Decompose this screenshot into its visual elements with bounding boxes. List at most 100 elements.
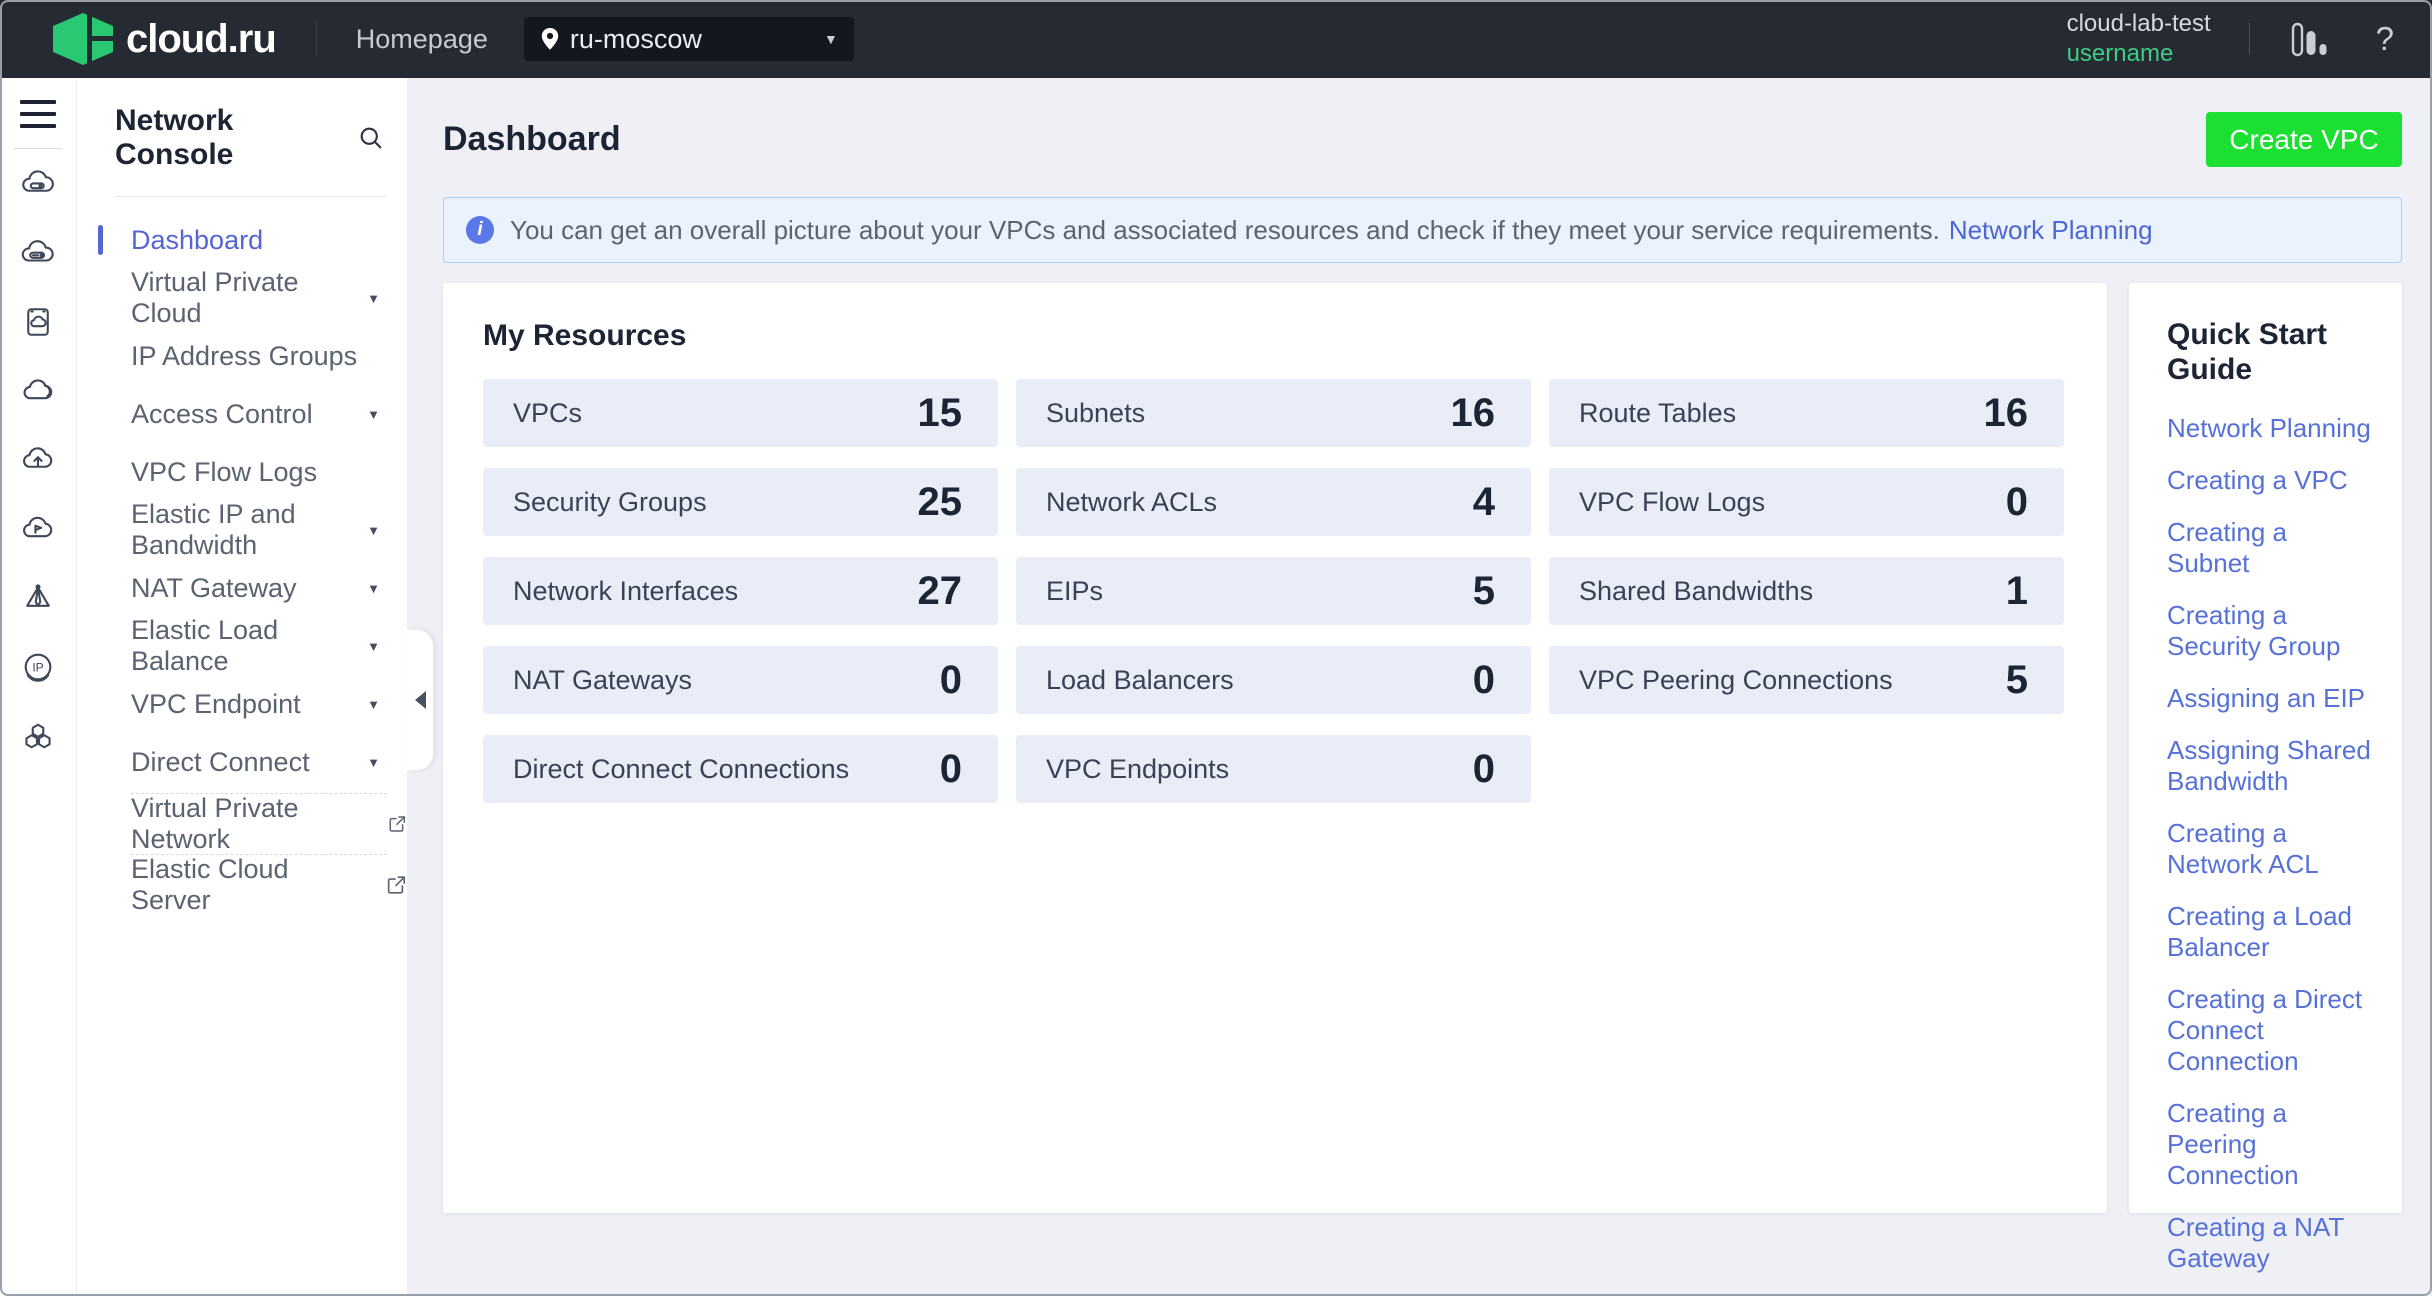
topbar-right: cloud-lab-test username ?: [2067, 9, 2394, 69]
tile-network-interfaces[interactable]: Network Interfaces 27: [483, 557, 998, 625]
chevron-down-icon: ▼: [367, 697, 380, 712]
sidebar-item-label: Elastic Load Balance: [131, 615, 367, 677]
storage-card-icon[interactable]: [18, 303, 58, 341]
search-icon[interactable]: [357, 124, 385, 152]
tile-network-acls[interactable]: Network ACLs 4: [1016, 468, 1531, 536]
tile-direct-connect-connections[interactable]: Direct Connect Connections 0: [483, 735, 998, 803]
bar-chart-icon: [2288, 18, 2330, 60]
link-creating-a-direct-connect-connection[interactable]: Creating a Direct Connect Connection: [2167, 984, 2374, 1077]
chevron-down-icon: ▼: [367, 755, 380, 770]
sidebar-item-dashboard[interactable]: Dashboard: [77, 211, 407, 269]
sidebar-item-vpc-endpoint[interactable]: VPC Endpoint ▼: [77, 675, 407, 733]
tile-route-tables[interactable]: Route Tables 16: [1549, 379, 2064, 447]
chevron-down-icon: ▼: [824, 31, 838, 47]
cloud-icon[interactable]: [18, 372, 58, 410]
chevron-down-icon: ▼: [367, 407, 380, 422]
tile-vpc-endpoints[interactable]: VPC Endpoints 0: [1016, 735, 1531, 803]
tile-load-balancers[interactable]: Load Balancers 0: [1016, 646, 1531, 714]
link-creating-a-load-balancer[interactable]: Creating a Load Balancer: [2167, 901, 2374, 963]
service-icon-rail: IP: [0, 78, 77, 1296]
tile-vpc-flow-logs[interactable]: VPC Flow Logs 0: [1549, 468, 2064, 536]
tile-vpc-peering-connections[interactable]: VPC Peering Connections 5: [1549, 646, 2064, 714]
cloudru-logo-icon[interactable]: [52, 13, 114, 65]
sidebar: Network Console Dashboard Virtual Privat…: [77, 78, 407, 1296]
tile-vpcs[interactable]: VPCs 15: [483, 379, 998, 447]
sidebar-item-label: VPC Flow Logs: [131, 457, 317, 488]
account-name: cloud-lab-test: [2067, 9, 2211, 39]
sidebar-item-label: Virtual Private Network: [131, 793, 377, 855]
ip-icon[interactable]: IP: [18, 648, 58, 686]
quick-start-title: Quick Start Guide: [2167, 317, 2374, 387]
sidebar-item-elastic-load-balance[interactable]: Elastic Load Balance ▼: [77, 617, 407, 675]
main-content: Dashboard Create VPC i You can get an ov…: [407, 78, 2432, 1296]
link-creating-a-security-group[interactable]: Creating a Security Group: [2167, 600, 2374, 662]
cloud-service-icon[interactable]: [18, 234, 58, 272]
active-indicator: [98, 225, 103, 255]
sidebar-item-label: Dashboard: [131, 225, 263, 256]
tile-eips[interactable]: EIPs 5: [1016, 557, 1531, 625]
tile-shared-bandwidths[interactable]: Shared Bandwidths 1: [1549, 557, 2064, 625]
network-topology-icon[interactable]: [18, 579, 58, 617]
tile-subnets[interactable]: Subnets 16: [1016, 379, 1531, 447]
sidebar-item-elastic-ip-and-bandwidth[interactable]: Elastic IP and Bandwidth ▼: [77, 501, 407, 559]
chevron-left-icon: [415, 691, 426, 709]
external-link-icon: [387, 813, 407, 835]
chevron-down-icon: ▼: [367, 581, 380, 596]
quick-start-guide-card: Quick Start Guide Network Planning Creat…: [2129, 283, 2402, 1213]
sidebar-item-ip-address-groups[interactable]: IP Address Groups: [77, 327, 407, 385]
hamburger-menu-icon[interactable]: [20, 100, 56, 128]
sidebar-item-label: VPC Endpoint: [131, 689, 301, 720]
quick-start-links: Network Planning Creating a VPC Creating…: [2167, 413, 2374, 1274]
sidebar-item-vpc-flow-logs[interactable]: VPC Flow Logs: [77, 443, 407, 501]
my-resources-title: My Resources: [483, 319, 2064, 353]
link-network-planning[interactable]: Network Planning: [2167, 413, 2374, 444]
sidebar-collapse-button[interactable]: [407, 630, 433, 770]
cloud-server-icon[interactable]: [18, 165, 58, 203]
info-icon: i: [466, 216, 494, 244]
external-link-icon: [385, 874, 407, 896]
sidebar-nav: Dashboard Virtual Private Cloud ▼ IP Add…: [77, 197, 407, 913]
network-planning-link[interactable]: Network Planning: [1949, 215, 2153, 246]
link-assigning-shared-bandwidth[interactable]: Assigning Shared Bandwidth: [2167, 735, 2374, 797]
link-creating-a-nat-gateway[interactable]: Creating a NAT Gateway: [2167, 1212, 2374, 1274]
sidebar-item-label: IP Address Groups: [131, 341, 357, 372]
cluster-icon[interactable]: [18, 717, 58, 755]
chevron-down-icon: ▼: [367, 639, 380, 654]
homepage-link[interactable]: Homepage: [356, 24, 488, 55]
sidebar-item-virtual-private-network[interactable]: Virtual Private Network: [77, 796, 407, 852]
link-creating-a-vpc[interactable]: Creating a VPC: [2167, 465, 2374, 496]
sidebar-item-nat-gateway[interactable]: NAT Gateway ▼: [77, 559, 407, 617]
chevron-down-icon: ▼: [367, 523, 380, 538]
help-icon[interactable]: ?: [2376, 20, 2394, 58]
region-selector[interactable]: ru-moscow ▼: [524, 17, 854, 61]
link-creating-a-network-acl[interactable]: Creating a Network ACL: [2167, 818, 2374, 880]
link-creating-a-subnet[interactable]: Creating a Subnet: [2167, 517, 2374, 579]
my-resources-card: My Resources VPCs 15 Subnets 16 Route Ta…: [443, 283, 2107, 1213]
link-assigning-an-eip[interactable]: Assigning an EIP: [2167, 683, 2374, 714]
resource-tiles: VPCs 15 Subnets 16 Route Tables 16 Secur…: [483, 379, 2064, 803]
page-title: Dashboard: [443, 120, 621, 159]
account-menu[interactable]: cloud-lab-test username: [2067, 9, 2211, 69]
sidebar-item-label: Access Control: [131, 399, 313, 430]
svg-text:IP: IP: [32, 661, 43, 675]
cloud-flag-icon[interactable]: [18, 510, 58, 548]
info-banner: i You can get an overall picture about y…: [443, 197, 2402, 263]
topbar-divider: [316, 22, 317, 56]
sidebar-item-access-control[interactable]: Access Control ▼: [77, 385, 407, 443]
region-value: ru-moscow: [570, 24, 702, 55]
sidebar-item-virtual-private-cloud[interactable]: Virtual Private Cloud ▼: [77, 269, 407, 327]
tile-nat-gateways[interactable]: NAT Gateways 0: [483, 646, 998, 714]
create-vpc-button[interactable]: Create VPC: [2206, 112, 2402, 167]
link-creating-a-peering-connection[interactable]: Creating a Peering Connection: [2167, 1098, 2374, 1191]
sidebar-item-direct-connect[interactable]: Direct Connect ▼: [77, 733, 407, 791]
cloud-upload-icon[interactable]: [18, 441, 58, 479]
sidebar-item-label: Virtual Private Cloud: [131, 267, 367, 329]
sidebar-item-elastic-cloud-server[interactable]: Elastic Cloud Server: [77, 857, 407, 913]
sidebar-item-label: NAT Gateway: [131, 573, 297, 604]
brand-name[interactable]: cloud.ru: [126, 17, 276, 62]
tile-security-groups[interactable]: Security Groups 25: [483, 468, 998, 536]
console-title: Network Console: [115, 104, 357, 172]
sidebar-item-label: Elastic Cloud Server: [131, 854, 375, 916]
usage-stats-button[interactable]: [2288, 18, 2330, 60]
topbar-divider: [2249, 23, 2250, 55]
